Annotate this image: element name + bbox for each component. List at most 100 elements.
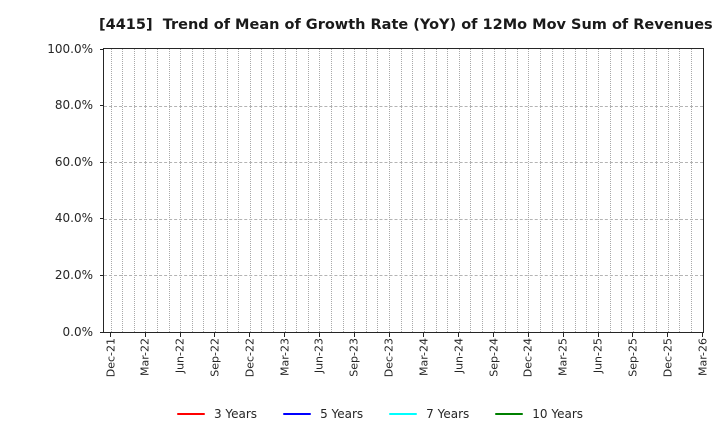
gridline-vertical (667, 49, 669, 332)
x-tick-label-text: Mar-25 (556, 337, 570, 376)
y-tickmark (99, 274, 103, 276)
x-tick-label: Sep-23 (348, 338, 361, 381)
y-tickmark (99, 161, 103, 163)
y-tick-label: 60.0% (54, 154, 93, 169)
x-tick-label-text: Mar-23 (278, 337, 292, 376)
gridline-vertical (273, 49, 274, 332)
legend-item-10-years: 10 Years (495, 407, 583, 421)
x-tickmark (353, 333, 355, 337)
x-tick-label: Sep-25 (626, 338, 639, 381)
x-tick-label: Mar-22 (139, 338, 152, 380)
x-tick-label-text: Dec-23 (382, 337, 396, 377)
gridline-vertical (702, 49, 703, 332)
x-tick-label: Dec-25 (661, 338, 674, 381)
legend-item-3-years: 3 Years (176, 407, 258, 421)
gridline-vertical (447, 49, 449, 332)
gridline-vertical (609, 49, 611, 332)
x-tick-label: Sep-22 (208, 338, 221, 381)
gridline-vertical (342, 49, 344, 332)
gridline-vertical (249, 49, 251, 332)
legend: 3 Years 5 Years 7 Years 10 Years (40, 405, 720, 423)
chart-title: [4415] Trend of Mean of Growth Rate (YoY… (99, 17, 713, 33)
x-tickmark (597, 333, 599, 337)
gridline-vertical (412, 49, 414, 332)
gridline-vertical (551, 49, 553, 332)
gridline-vertical (481, 49, 483, 332)
gridline-vertical (214, 49, 216, 332)
legend-label: 3 Years (213, 407, 258, 421)
x-tick-label: Sep-24 (487, 338, 500, 381)
gridline-vertical (528, 49, 530, 332)
gridline-vertical (156, 49, 158, 332)
x-tick-label: Dec-23 (383, 338, 396, 381)
x-tickmark (562, 333, 564, 337)
legend-line-swatch (389, 412, 418, 416)
gridline-vertical (168, 49, 170, 332)
gridline-vertical (574, 49, 576, 332)
x-tickmark (458, 333, 460, 337)
x-tick-label: Jun-22 (174, 338, 187, 377)
gridline-vertical (516, 49, 518, 332)
gridline-vertical (226, 49, 228, 332)
x-tick-label-text: Dec-21 (104, 337, 117, 377)
x-tickmark (318, 333, 320, 337)
x-tick-label-text: Jun-22 (173, 337, 187, 373)
x-tick-label-text: Sep-25 (626, 337, 640, 377)
x-tick-label: Dec-21 (104, 338, 117, 381)
gridline-vertical (377, 49, 379, 332)
legend-line-swatch (495, 412, 524, 416)
plot-area (103, 48, 704, 333)
gridline-vertical (621, 49, 623, 332)
x-tick-label-text: Mar-22 (138, 337, 152, 376)
legend-line-swatch (283, 412, 312, 416)
gridline-vertical (644, 49, 646, 332)
x-tick-label: Mar-23 (278, 338, 291, 380)
legend-label: 10 Years (532, 407, 584, 421)
x-tick-label-text: Dec-25 (661, 337, 675, 377)
gridline-vertical (563, 49, 565, 332)
x-tickmark (110, 333, 111, 337)
gridline-vertical (180, 49, 182, 332)
x-tick-label-text: Dec-24 (521, 337, 535, 377)
x-tick-label-text: Dec-22 (243, 337, 257, 377)
y-tickmark (99, 218, 103, 220)
y-tickmark (99, 331, 103, 333)
gridline-horizontal (104, 105, 703, 107)
gridline-vertical (539, 49, 541, 332)
gridline-vertical (145, 49, 147, 332)
legend-label: 5 Years (320, 407, 364, 421)
y-tick-label: 100.0% (47, 41, 93, 56)
x-tick-label: Mar-24 (417, 338, 430, 380)
gridline-vertical (493, 49, 495, 332)
y-tick-label: 40.0% (54, 211, 93, 226)
x-tick-label: Mar-25 (557, 338, 570, 380)
x-tick-label-text: Sep-22 (208, 337, 222, 377)
x-tick-label-text: Jun-24 (452, 337, 466, 373)
x-tick-label-text: Sep-24 (487, 337, 501, 377)
gridline-horizontal (104, 218, 703, 220)
y-tick-label: 20.0% (54, 267, 93, 282)
x-tick-label: Dec-22 (243, 338, 256, 381)
gridline-vertical (586, 49, 588, 332)
gridline-vertical (191, 49, 193, 332)
gridline-vertical (133, 49, 135, 332)
x-tickmark (667, 333, 669, 337)
gridline-vertical (296, 49, 298, 332)
gridline-vertical (365, 49, 367, 332)
x-tick-label: Jun-24 (452, 338, 465, 377)
x-tickmark (249, 333, 251, 337)
x-tick-label-text: Mar-26 (696, 337, 709, 376)
gridline-vertical (400, 49, 402, 332)
gridline-vertical (354, 49, 356, 332)
x-tick-label: Jun-23 (313, 338, 326, 377)
gridline-vertical (284, 49, 286, 332)
gridline-vertical (307, 49, 309, 332)
gridline-vertical (203, 49, 205, 332)
x-tick-label-text: Jun-23 (312, 337, 326, 373)
x-tickmark (214, 333, 216, 337)
x-tickmark (179, 333, 181, 337)
gridline-vertical (505, 49, 507, 332)
x-tickmark (423, 333, 425, 337)
gridline-vertical (679, 49, 681, 332)
y-tick-label: 80.0% (54, 98, 93, 113)
